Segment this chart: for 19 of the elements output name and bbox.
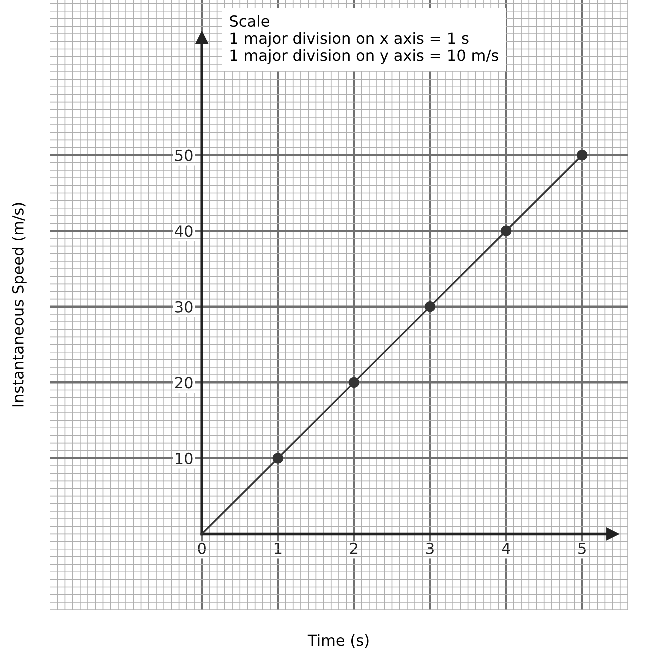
- point: [348, 377, 360, 388]
- point: [272, 453, 284, 464]
- point: [424, 302, 436, 312]
- x-axis-title: Time (s): [308, 634, 369, 648]
- y-tick-label: 40: [175, 226, 193, 238]
- y-tick-label: 50: [176, 150, 193, 162]
- x-tick-label: 3: [426, 542, 434, 554]
- x-tick-label: 5: [578, 543, 586, 554]
- x-tick-label: 4: [502, 543, 510, 554]
- y-tick-label: 10: [176, 452, 193, 464]
- point: [577, 150, 588, 161]
- x-tick-label: 1: [274, 543, 282, 554]
- y-tick-label: 20: [175, 377, 193, 389]
- annotation: Scale 1 major division on x axis = 1 s 1 major division on y axis = 10 m/s: [230, 15, 498, 64]
- y-tick-label: 30: [175, 301, 193, 313]
- y-axis-title: Instantaneous Speed (m/s): [12, 203, 27, 407]
- point: [500, 226, 512, 236]
- x-tick-label: 2: [350, 542, 358, 554]
- x-tick-label: 0: [198, 542, 206, 554]
